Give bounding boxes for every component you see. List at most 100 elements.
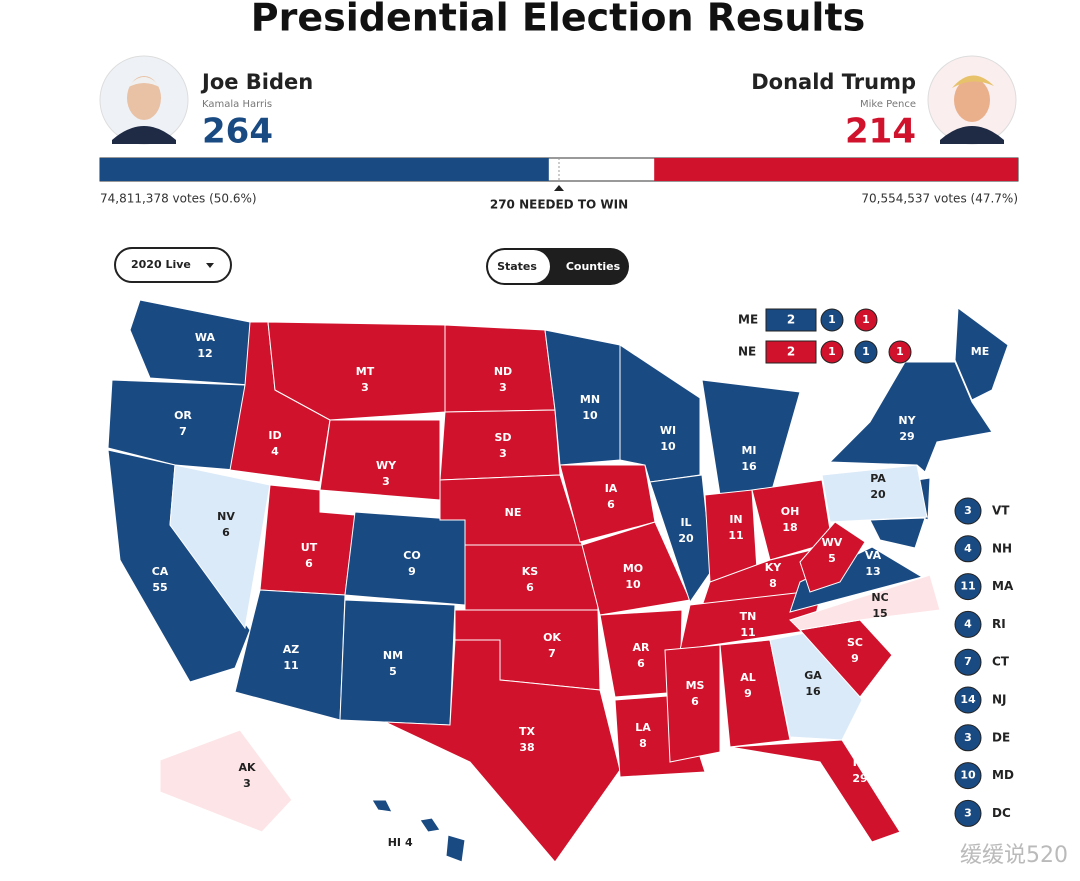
electoral-votes: 264 (202, 112, 273, 152)
state-ev: 6 (691, 695, 699, 708)
state-label: WI (660, 424, 676, 437)
state-label: AR (633, 641, 651, 654)
state-label: UT (301, 541, 318, 554)
state-label: IL (680, 516, 691, 529)
split-circle (820, 340, 844, 364)
running-mate: Kamala Harris (202, 99, 272, 110)
state-shape[interactable] (719, 639, 791, 748)
state-shape[interactable] (267, 321, 446, 421)
state-label: NC (871, 591, 888, 604)
state-label: MI (741, 444, 756, 457)
state-shape[interactable] (799, 521, 866, 593)
state-shape[interactable] (129, 299, 251, 386)
small-state-ev: 10 (960, 769, 976, 782)
state-ev: 15 (872, 607, 887, 620)
state-ev: 16 (805, 685, 821, 698)
state-shape[interactable] (828, 361, 993, 473)
vote-bar-segment (100, 158, 549, 181)
state-shape[interactable] (234, 589, 346, 721)
small-state-circle[interactable] (954, 610, 982, 638)
state-ev: 9 (744, 687, 752, 700)
state-label: AL (740, 671, 756, 684)
small-state-circle[interactable] (954, 535, 982, 563)
small-state-label: MA (992, 579, 1014, 593)
state-ev: 4 (405, 836, 413, 849)
state-ev: 4 (271, 445, 279, 458)
state-shape[interactable] (107, 379, 246, 471)
year-dropdown[interactable]: 2020 Live (114, 247, 232, 283)
small-state-circle[interactable] (954, 686, 982, 714)
state-shape (869, 517, 926, 549)
state-label: TN (740, 610, 757, 623)
state-shape[interactable] (821, 464, 928, 523)
state-label: NV (217, 510, 235, 523)
state-shape[interactable] (159, 729, 293, 833)
split-value: 1 (828, 313, 836, 326)
state-ev: 6 (526, 581, 534, 594)
small-state-circle[interactable] (954, 497, 982, 525)
state-ev: 29 (852, 772, 867, 785)
split-label: ME (738, 313, 758, 327)
state-shape[interactable] (701, 379, 801, 496)
state-shape[interactable] (371, 799, 393, 813)
candidate-name: Joe Biden (200, 70, 313, 94)
split-value: 2 (787, 345, 795, 359)
small-state-ev: 7 (964, 655, 972, 668)
state-shape[interactable] (384, 639, 621, 863)
state-label: NM (383, 649, 403, 662)
state-label: ID (268, 429, 281, 442)
state-ev: 3 (361, 381, 369, 394)
split-circle (854, 308, 878, 332)
state-ev: 55 (152, 581, 167, 594)
state-shape[interactable] (664, 644, 721, 763)
state-shape (445, 834, 466, 863)
state-ev: 29 (899, 430, 914, 443)
state-label: AZ (283, 643, 300, 656)
state-label: GA (804, 669, 822, 682)
small-state-label: DC (992, 806, 1011, 820)
state-ev: 13 (865, 565, 880, 578)
state-ev: 6 (607, 498, 615, 511)
state-ev: 11 (728, 529, 743, 542)
split-circle (888, 340, 912, 364)
state-ev: 12 (197, 347, 212, 360)
split-label: NE (738, 345, 756, 359)
state-shape[interactable] (259, 484, 356, 596)
vote-count: 70,554,537 votes (47.7%) (861, 192, 1018, 206)
split-box (765, 308, 817, 332)
small-state-ev: 4 (964, 617, 972, 630)
toggle-option[interactable]: States (497, 260, 537, 273)
small-state-circle[interactable] (954, 799, 982, 827)
state-label: MS (686, 679, 705, 692)
vote-bar-segment (654, 158, 1018, 181)
state-shape[interactable] (439, 409, 561, 481)
small-state-circle[interactable] (954, 762, 982, 790)
small-state-label: NJ (992, 693, 1007, 707)
small-state-ev: 4 (964, 542, 972, 555)
state-shape[interactable] (789, 574, 941, 631)
small-state-circle[interactable] (954, 724, 982, 752)
state-ev: 20 (870, 488, 886, 501)
watermark: 缓缓说520 (960, 843, 1068, 868)
win-marker (554, 185, 564, 191)
state-ev: 8 (769, 577, 777, 590)
running-mate: Mike Pence (860, 99, 916, 110)
small-state-circle[interactable] (954, 573, 982, 601)
state-shape (419, 817, 441, 833)
state-label: CA (152, 565, 169, 578)
state-shape[interactable] (339, 599, 456, 726)
state-label: SD (494, 431, 511, 444)
state-ev: 10 (582, 409, 598, 422)
toggle-option[interactable]: Counties (566, 260, 621, 273)
state-label: FL (853, 756, 868, 769)
view-toggle[interactable]: States Counties (486, 248, 629, 285)
state-shape[interactable] (619, 344, 701, 483)
small-state-circle[interactable] (954, 648, 982, 676)
state-shape[interactable] (729, 739, 901, 843)
state-label: SC (847, 636, 863, 649)
state-shape[interactable] (954, 307, 1009, 401)
state-shape[interactable] (169, 464, 271, 630)
state-label: IN (729, 513, 742, 526)
state-shape[interactable] (544, 329, 621, 466)
